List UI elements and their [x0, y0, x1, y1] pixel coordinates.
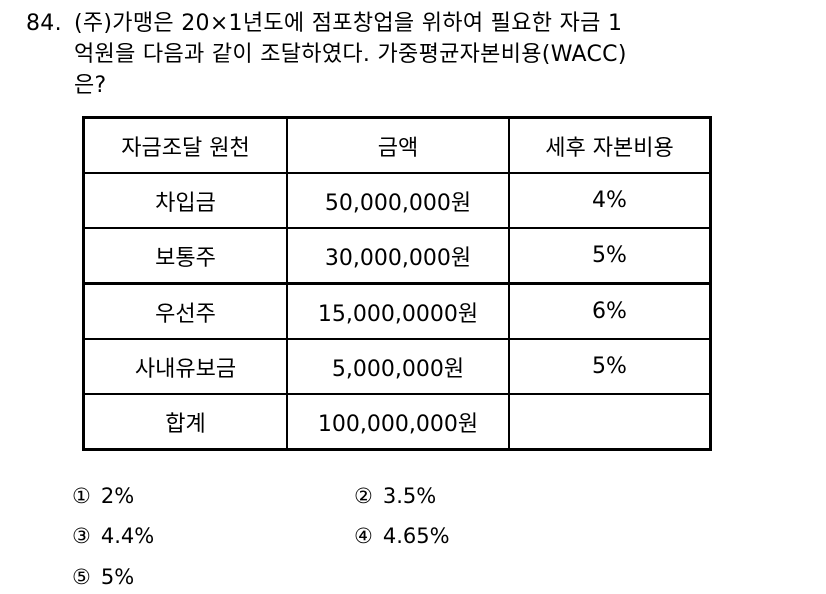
cell-cost: 5%: [508, 227, 712, 285]
table-row: 사내유보금 5,000,000원 5%: [82, 338, 712, 395]
choice-1-text: 2%: [100, 484, 135, 508]
header-source: 자금조달 원천: [82, 116, 288, 174]
cell-amount: 15,000,0000원: [286, 282, 510, 340]
cell-amount: 30,000,000원: [286, 227, 510, 285]
table-row: 우선주 15,000,0000원 6%: [82, 282, 712, 340]
table-row: 보통주 30,000,000원 5%: [82, 227, 712, 285]
question-line-1: 84. (주)가맹은 20×1년도에 점포창업을 위하여 필요한 자금 1: [26, 8, 806, 39]
choice-3-text: 4.4%: [100, 524, 155, 548]
choice-3[interactable]: ③ 4.4%: [72, 522, 154, 550]
cell-cost: 4%: [508, 172, 712, 229]
question-block: 84. (주)가맹은 20×1년도에 점포창업을 위하여 필요한 자금 1 억원을…: [26, 8, 806, 101]
cell-amount: 50,000,000원: [286, 172, 510, 229]
cell-amount: 5,000,000원: [286, 338, 510, 395]
table-row: 차입금 50,000,000원 4%: [82, 172, 712, 229]
cell-total-label: 합계: [82, 393, 288, 451]
choice-2-number: ②: [354, 484, 373, 508]
cell-source: 사내유보금: [82, 338, 288, 395]
question-number: 84.: [26, 11, 62, 36]
cell-source: 보통주: [82, 227, 288, 285]
choice-4[interactable]: ④ 4.65%: [354, 522, 450, 550]
choice-3-number: ③: [72, 524, 91, 548]
cell-cost: 6%: [508, 282, 712, 340]
header-amount: 금액: [286, 116, 510, 174]
choice-4-number: ④: [354, 524, 373, 548]
choice-1-number: ①: [72, 484, 91, 508]
cell-source: 우선주: [82, 282, 288, 340]
header-cost: 세후 자본비용: [508, 116, 712, 174]
choice-5[interactable]: ⑤ 5%: [72, 563, 134, 591]
table-total-row: 합계 100,000,000원: [82, 393, 712, 451]
choice-2-text: 3.5%: [382, 484, 437, 508]
choice-5-number: ⑤: [72, 565, 91, 589]
question-line-3: 은?: [74, 73, 107, 98]
cell-source: 차입금: [82, 172, 288, 229]
choice-5-text: 5%: [100, 565, 135, 589]
funding-table: 자금조달 원천 금액 세후 자본비용 차입금 50,000,000원 4% 보통…: [82, 116, 712, 451]
cell-cost: 5%: [508, 338, 712, 395]
choice-2[interactable]: ② 3.5%: [354, 482, 436, 510]
table-header-row: 자금조달 원천 금액 세후 자본비용: [82, 116, 712, 174]
cell-total-cost: [508, 393, 712, 451]
question-line-2: 억원을 다음과 같이 조달하였다. 가중평균자본비용(WACC): [74, 42, 627, 67]
choice-4-text: 4.65%: [382, 524, 450, 548]
cell-total-amount: 100,000,000원: [286, 393, 510, 451]
question-text-1: (주)가맹은 20×1년도에 점포창업을 위하여 필요한 자금 1: [74, 11, 623, 36]
choice-1[interactable]: ① 2%: [72, 482, 134, 510]
